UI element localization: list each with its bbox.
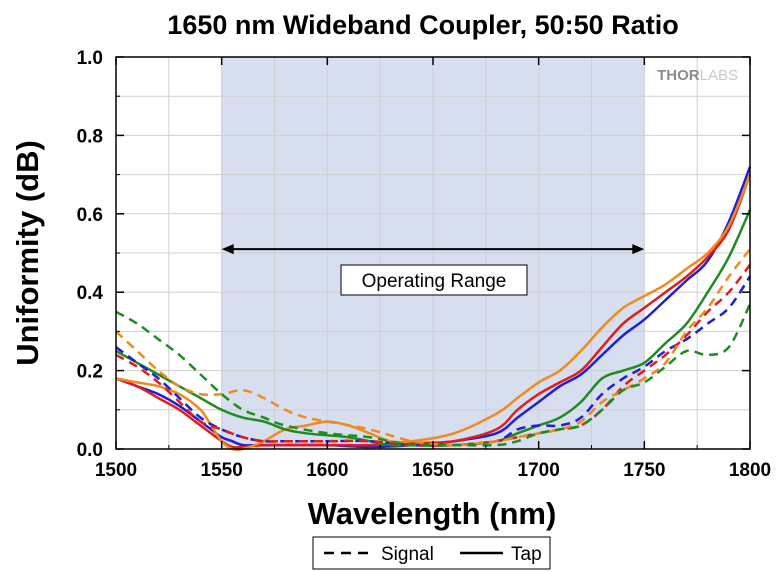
y-tick-label: 0.6 bbox=[77, 205, 103, 226]
operating-range-label: Operating Range bbox=[362, 271, 507, 292]
x-tick-label: 1600 bbox=[306, 460, 348, 481]
y-tick-label: 0.2 bbox=[77, 362, 103, 383]
signal-series-line-6 bbox=[115, 264, 751, 447]
svg-text:THORLABS: THORLABS bbox=[657, 67, 738, 84]
y-tick-label: 0.0 bbox=[77, 440, 103, 461]
plot-area: THORLABS Operating Range bbox=[115, 56, 752, 452]
legend-signal-label: Signal bbox=[381, 544, 434, 565]
tap-series-line-2 bbox=[115, 174, 752, 449]
y-tick-label: 0.8 bbox=[77, 126, 103, 147]
operating-range-annotation: Operating Range bbox=[221, 244, 645, 296]
y-tick-label: 1.0 bbox=[77, 48, 103, 69]
arrowhead-left bbox=[221, 244, 234, 255]
signal-series-line-8 bbox=[115, 303, 752, 447]
x-tick-label: 1550 bbox=[201, 460, 243, 481]
x-tick-label: 1750 bbox=[623, 460, 665, 481]
x-tick-label: 1800 bbox=[729, 460, 771, 481]
arrowhead-right bbox=[632, 244, 645, 255]
watermark-logo: THORLABS bbox=[657, 67, 738, 84]
x-tick-label: 1700 bbox=[518, 460, 560, 481]
chart-title: 1650 nm Wideband Coupler, 50:50 Ratio bbox=[167, 10, 678, 40]
legend-tap-label: Tap bbox=[511, 544, 542, 565]
legend-box bbox=[312, 536, 551, 570]
legend: Signal Tap bbox=[312, 536, 551, 570]
axis-ticks bbox=[115, 56, 751, 450]
x-tick-labels: 1500 1550 1600 1650 1700 1750 1800 bbox=[95, 460, 771, 481]
y-tick-labels: 0.0 0.2 0.4 0.6 0.8 1.0 bbox=[77, 48, 104, 461]
watermark-text-light: LABS bbox=[700, 67, 738, 84]
y-tick-label: 0.4 bbox=[77, 283, 104, 304]
x-tick-label: 1650 bbox=[412, 460, 454, 481]
x-axis-label: Wavelength (nm) bbox=[308, 496, 557, 531]
operating-range-label-box bbox=[340, 264, 528, 296]
y-axis-label: Uniformity (dB) bbox=[10, 140, 45, 366]
signal-series-line-7 bbox=[115, 248, 751, 447]
x-tick-label: 1500 bbox=[95, 460, 137, 481]
watermark-text-dark: THOR bbox=[657, 67, 700, 84]
